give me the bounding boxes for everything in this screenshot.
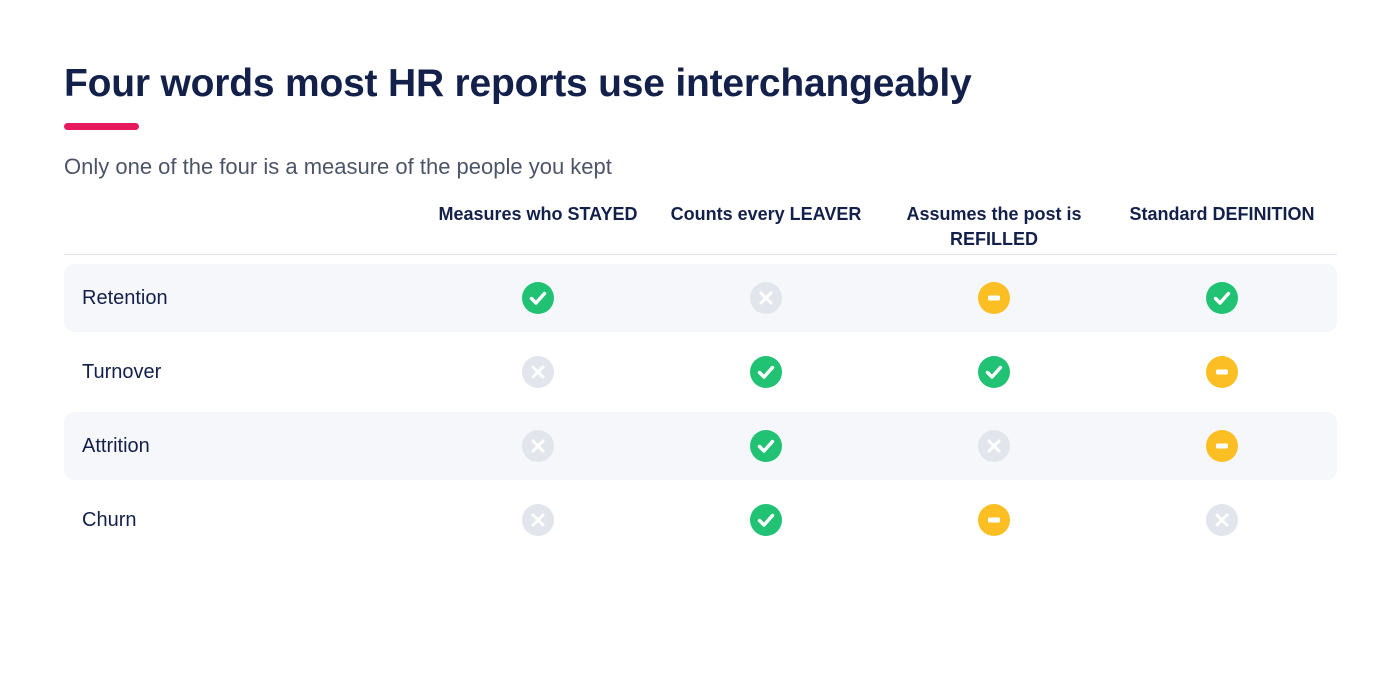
check-icon [1206, 282, 1238, 314]
cross-icon [522, 430, 554, 462]
minus-icon [978, 282, 1010, 314]
cross-icon [1206, 504, 1238, 536]
cross-icon [522, 504, 554, 536]
page-title: Four words most HR reports use interchan… [64, 62, 972, 105]
column-header-leaver: Counts every LEAVER [670, 204, 862, 224]
table-row-retention: Retention [64, 264, 1337, 332]
row-label: Attrition [82, 435, 150, 457]
column-header-refilled: Assumes the post is REFILLED [906, 204, 1082, 249]
column-header-definition: Standard DEFINITION [1129, 204, 1315, 224]
minus-icon [1206, 430, 1238, 462]
minus-icon [1206, 356, 1238, 388]
minus-icon [978, 504, 1010, 536]
column-header-stayed: Measures who STAYED [438, 204, 638, 224]
cross-icon [750, 282, 782, 314]
title-accent-bar [64, 123, 139, 130]
table-body: Retention Turnover Attrition Churn [64, 264, 1337, 554]
check-icon [750, 504, 782, 536]
table-row-attrition: Attrition [64, 412, 1337, 480]
row-label: Turnover [82, 361, 162, 383]
row-label: Retention [82, 287, 168, 309]
check-icon [750, 430, 782, 462]
page-subtitle: Only one of the four is a measure of the… [64, 154, 612, 179]
check-icon [750, 356, 782, 388]
comparison-panel: Four words most HR reports use interchan… [64, 60, 1337, 560]
check-icon [522, 282, 554, 314]
row-label: Churn [82, 509, 137, 531]
cross-icon [978, 430, 1010, 462]
table-header: Measures who STAYED Counts every LEAVER … [64, 202, 1337, 255]
table-row-churn: Churn [64, 486, 1337, 554]
cross-icon [522, 356, 554, 388]
check-icon [978, 356, 1010, 388]
table-row-turnover: Turnover [64, 338, 1337, 406]
